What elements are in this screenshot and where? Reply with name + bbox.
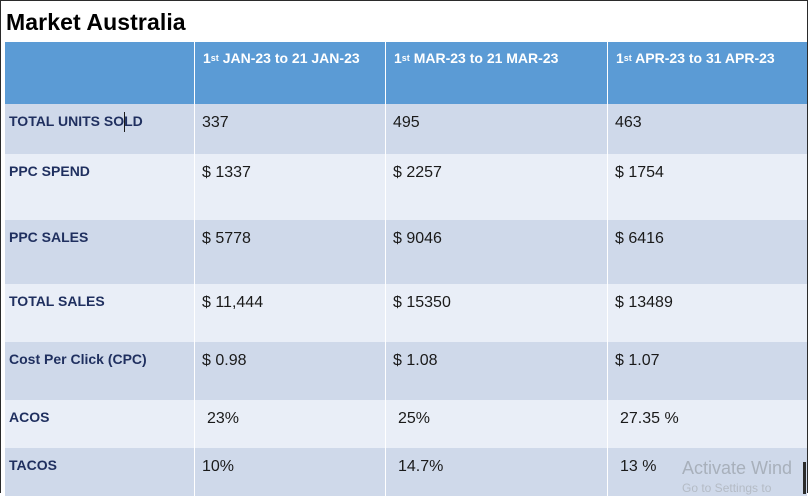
cell-value: $ 9046 <box>393 230 442 247</box>
table-row: TOTAL SALES $ 11,444 $ 15350 $ 13489 <box>5 284 807 342</box>
header-cell-apr: 1st APR-23 to 31 APR-23 <box>616 50 775 66</box>
table-row: TACOS 10% 14.7% 13 % <box>5 448 807 496</box>
table-row: TOTAL UNITS SOLD 337 495 463 <box>5 104 807 154</box>
cell-value: 23% <box>207 410 240 427</box>
cell-value: $ 0.98 <box>202 352 247 369</box>
activation-watermark: Activate Wind <box>682 458 793 478</box>
row-label: PPC SPEND <box>9 163 90 179</box>
table-row: PPC SALES $ 5778 $ 9046 $ 6416 <box>5 220 807 284</box>
cell-value: 25% <box>398 410 431 427</box>
row-label: TOTAL SALES <box>9 293 105 309</box>
activation-watermark-sub: Go to Settings to <box>682 481 772 495</box>
window-edge <box>803 462 806 494</box>
text-cursor <box>124 112 125 132</box>
header-cell-empty <box>5 42 195 104</box>
table-row: Cost Per Click (CPC) $ 0.98 $ 1.08 $ 1.0… <box>5 342 807 400</box>
cell-value: $ 5778 <box>202 230 251 247</box>
row-label: TOTAL UNITS SOLD <box>9 113 143 129</box>
table-row: PPC SPEND $ 1337 $ 2257 $ 1754 <box>5 154 807 220</box>
header-cell-jan: 1st JAN-23 to 21 JAN-23 <box>195 42 386 104</box>
cell-value: 14.7% <box>398 458 444 475</box>
page-title: Market Australia <box>6 9 186 35</box>
row-label: Cost Per Click (CPC) <box>9 351 147 367</box>
cell-value: $ 13489 <box>615 294 673 311</box>
cell-value: $ 1.08 <box>393 352 438 369</box>
cell-value: $ 1754 <box>615 164 664 181</box>
row-label: PPC SALES <box>9 229 89 245</box>
cell-value: $ 1337 <box>202 164 251 181</box>
cell-value: $ 1.07 <box>615 352 660 369</box>
header-cell-mar: 1st MAR-23 to 21 MAR-23 <box>386 42 608 104</box>
cell-value: 13 % <box>620 458 657 475</box>
cell-value: $ 15350 <box>393 294 451 311</box>
table-row: ACOS 23% 25% 27.35 % <box>5 400 807 448</box>
cell-value: 27.35 % <box>620 410 679 427</box>
cell-value: 10% <box>202 458 235 475</box>
row-label: ACOS <box>9 409 50 425</box>
cell-value: 337 <box>202 114 229 131</box>
cell-value: $ 2257 <box>393 164 442 181</box>
cell-value: $ 6416 <box>615 230 664 247</box>
row-label: TACOS <box>9 457 57 473</box>
cell-value: 463 <box>615 114 642 131</box>
cell-value: 495 <box>393 114 420 131</box>
cell-value: $ 11,444 <box>202 294 264 311</box>
table-header-row: 1st JAN-23 to 21 JAN-23 1st MAR-23 to 21… <box>5 42 807 106</box>
